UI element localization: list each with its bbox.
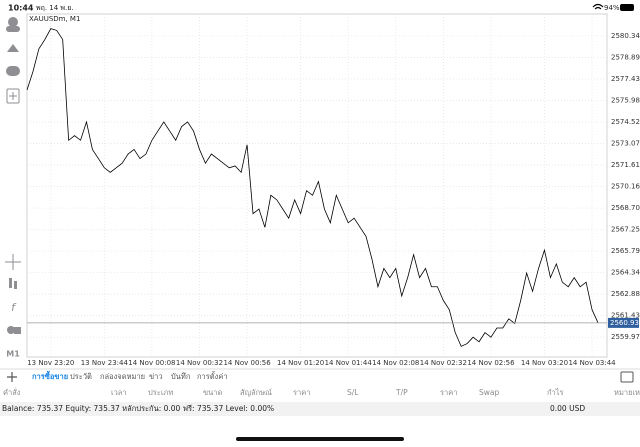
x-tick-label: 14 Nov 03:20 <box>521 359 568 367</box>
x-tick-label: 14 Nov 03:44 <box>568 359 616 367</box>
y-tick-label: 2574.525 <box>611 118 640 126</box>
account-icon-body[interactable] <box>6 26 20 32</box>
y-tick-label: 2567.250 <box>611 226 640 234</box>
tab[interactable]: การซื้อขาย <box>32 370 68 381</box>
new-order-plus[interactable] <box>9 92 17 100</box>
x-tick-label: 14 Nov 00:32 <box>176 359 223 367</box>
y-tick-label: 2565.795 <box>611 247 640 255</box>
candles-icon-2[interactable] <box>14 281 17 289</box>
column-header: ราคา <box>440 388 457 397</box>
account-icon[interactable] <box>8 17 18 27</box>
tab[interactable]: ข่าว <box>149 372 163 381</box>
current-price-label: 2560.937 <box>610 319 640 327</box>
column-header: Swap <box>479 388 499 397</box>
timeframe-button[interactable]: M1 <box>6 350 20 359</box>
column-header: ราคา <box>293 388 310 397</box>
indicator-icon[interactable]: f <box>11 301 17 314</box>
column-header: T/P <box>395 388 408 397</box>
tab[interactable]: บันทึก <box>171 372 190 381</box>
layout-button[interactable] <box>620 371 634 383</box>
y-tick-label: 2559.975 <box>611 333 640 341</box>
tab[interactable]: กล่องจดหมาย <box>100 372 145 381</box>
y-tick-label: 2562.885 <box>611 290 640 298</box>
y-tick-label: 2568.705 <box>611 204 640 212</box>
column-header: หมายเหตุ <box>614 388 640 397</box>
y-tick-label: 2571.615 <box>611 161 640 169</box>
x-tick-label: 14 Nov 02:08 <box>372 359 419 367</box>
add-button[interactable] <box>7 372 17 382</box>
tab[interactable]: ประวัติ <box>70 372 92 381</box>
tab[interactable]: การตั้งค่า <box>197 371 228 381</box>
candles-icon[interactable] <box>9 278 12 288</box>
battery-icon <box>620 4 634 11</box>
home-indicator <box>236 437 404 441</box>
current-price-box <box>608 317 639 328</box>
balance-bar <box>0 402 640 416</box>
price-line <box>26 28 599 347</box>
status-date: พฤ. 14 พ.ย. <box>36 4 74 12</box>
balance-total: 0.00 USD <box>550 404 585 413</box>
trade-icon[interactable] <box>7 44 19 52</box>
y-tick-label: 2575.980 <box>611 96 640 104</box>
x-tick-label: 14 Nov 01:20 <box>277 359 324 367</box>
column-header: คำสั่ง <box>3 387 21 397</box>
y-tick-label: 2577.435 <box>611 75 640 83</box>
y-tick-label: 2564.340 <box>611 269 640 277</box>
wifi-icon <box>592 3 604 10</box>
y-tick-label: 2561.430 <box>611 312 640 320</box>
column-header: ประเภท <box>148 388 173 397</box>
x-tick-label: 13 Nov 23:20 <box>27 359 74 367</box>
new-order-icon[interactable] <box>6 88 20 104</box>
y-tick-label: 2578.890 <box>611 53 640 61</box>
objects-icon[interactable] <box>7 326 15 334</box>
objects-icon-2[interactable] <box>14 327 21 334</box>
status-time: 10:44 <box>8 4 34 13</box>
chart-title: XAUUSDm, M1 <box>29 15 80 23</box>
x-tick-label: 14 Nov 01:44 <box>325 359 373 367</box>
balance-summary: Balance: 735.37 Equity: 735.37 หลักประกั… <box>2 404 274 413</box>
column-header: กำไร <box>547 388 564 397</box>
battery-text: 94% <box>604 4 620 12</box>
column-header: S/L <box>347 388 359 397</box>
column-header: เวลา <box>111 388 127 397</box>
x-tick-label: 14 Nov 00:08 <box>128 359 175 367</box>
crosshair-icon[interactable] <box>5 254 21 270</box>
column-header: ขนาด <box>203 388 222 397</box>
chat-icon[interactable] <box>6 66 20 76</box>
y-tick-label: 2580.345 <box>611 32 640 40</box>
y-tick-label: 2573.070 <box>611 140 640 148</box>
column-header: สัญลักษณ์ <box>240 388 272 397</box>
x-tick-label: 14 Nov 02:32 <box>420 359 467 367</box>
y-tick-label: 2570.160 <box>611 183 640 191</box>
chart-frame <box>26 13 608 358</box>
x-tick-label: 14 Nov 02:56 <box>467 359 515 367</box>
x-tick-label: 14 Nov 00:56 <box>223 359 271 367</box>
x-tick-label: 13 Nov 23:44 <box>81 359 129 367</box>
